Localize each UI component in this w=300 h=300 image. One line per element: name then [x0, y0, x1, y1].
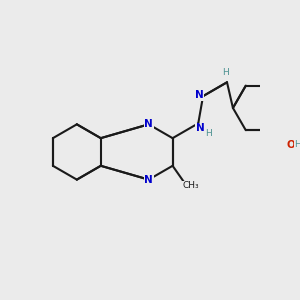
Text: H: H — [294, 140, 300, 149]
Text: N: N — [144, 119, 153, 129]
Text: CH₃: CH₃ — [183, 181, 199, 190]
Text: H: H — [205, 129, 211, 138]
Text: H: H — [222, 68, 228, 77]
Text: N: N — [144, 175, 153, 184]
Text: N: N — [196, 123, 205, 133]
Text: O: O — [286, 140, 295, 150]
Text: N: N — [195, 90, 203, 100]
